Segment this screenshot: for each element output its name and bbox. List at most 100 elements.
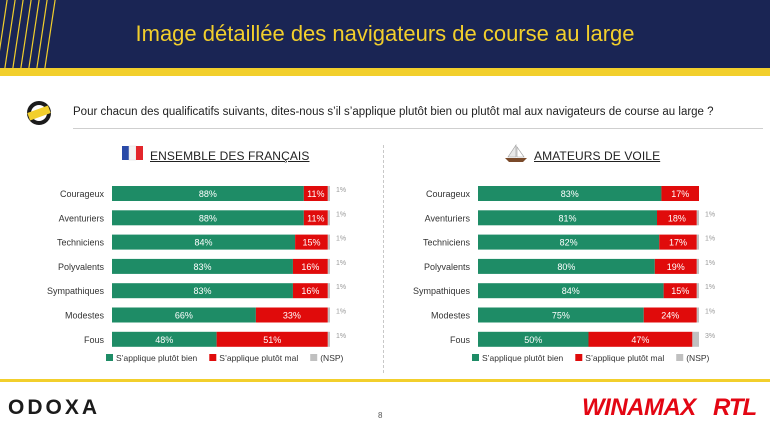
bar-nsp (327, 234, 330, 250)
bar-value-label: 84% (562, 286, 580, 296)
bar-value-label: 81% (558, 213, 576, 223)
bar-value-label: 66% (175, 311, 193, 321)
legend-label: S’applique plutôt bien (482, 353, 564, 363)
bar-bien (112, 307, 256, 323)
bar-bien (478, 307, 644, 323)
panel-divider (383, 145, 384, 373)
bar-mal (657, 210, 697, 226)
category-label: Techniciens (57, 238, 105, 248)
bar-nsp (696, 307, 699, 323)
bar-mal (292, 283, 328, 299)
nsp-value-label: 1% (336, 284, 346, 291)
bar-mal (643, 307, 697, 323)
bar-nsp (696, 210, 699, 226)
bar-nsp (327, 331, 330, 347)
bar-value-label: 83% (193, 286, 211, 296)
legend-swatch (209, 354, 217, 361)
nsp-value-label: 1% (705, 236, 715, 243)
bar-mal (588, 331, 693, 347)
legend-swatch (472, 354, 479, 361)
bar-value-label: 15% (671, 286, 689, 296)
bar-value-label: 48% (155, 335, 173, 345)
category-label: Techniciens (423, 238, 471, 248)
category-label: Modestes (65, 311, 105, 321)
legend-swatch (106, 354, 113, 361)
bar-mal (255, 307, 328, 323)
rtl-logo: RTL (713, 394, 757, 421)
bar-value-label: 84% (195, 238, 213, 248)
legend-swatch (575, 354, 583, 361)
legend-swatch (676, 354, 684, 361)
legend-swatch (310, 354, 318, 361)
nsp-value-label: 1% (336, 333, 346, 340)
bar-nsp (696, 234, 699, 250)
bar-value-label: 19% (667, 262, 685, 272)
category-label: Aventuriers (59, 213, 105, 223)
bar-value-label: 51% (263, 335, 281, 345)
nsp-value-label: 1% (336, 187, 346, 194)
bar-value-label: 11% (307, 189, 324, 199)
bar-nsp (327, 186, 330, 201)
decorative-pattern (0, 0, 56, 68)
bar-nsp (327, 283, 330, 299)
bar-value-label: 82% (560, 238, 578, 248)
category-label: Modestes (431, 311, 471, 321)
category-label: Sympathiques (47, 286, 105, 296)
bar-mal (659, 234, 697, 250)
bar-value-label: 88% (199, 189, 217, 199)
chart-ensemble: Courageux 88% 11% 1% Aventuriers 88% 11% 1% Tech… (47, 186, 346, 363)
category-label: Courageux (60, 189, 105, 199)
category-label: Sympathiques (413, 286, 471, 296)
bar-nsp (327, 258, 330, 274)
bar-value-label: 17% (669, 238, 687, 248)
category-label: Polyvalents (424, 262, 471, 272)
bar-value-label: 83% (193, 262, 211, 272)
france-flag-icon (122, 145, 143, 161)
category-label: Courageux (426, 189, 471, 199)
bar-mal (303, 186, 328, 201)
footer-accent-line (0, 379, 770, 382)
bar-bien (478, 186, 662, 201)
category-label: Fous (84, 335, 105, 345)
legend-label: S’applique plutôt bien (116, 353, 198, 363)
bar-mal (654, 258, 697, 274)
bar-nsp (696, 283, 699, 299)
header-accent-line (0, 68, 770, 76)
bar-nsp (327, 210, 330, 226)
bar-mal (295, 234, 328, 250)
bar-bien (112, 258, 293, 274)
bar-value-label: 18% (668, 213, 686, 223)
bar-value-label: 83% (561, 189, 579, 199)
bar-value-label: 47% (631, 335, 649, 345)
bar-mal (303, 210, 328, 226)
question-rule (73, 128, 763, 129)
legend-label: (NSP) (320, 353, 343, 363)
legend-label: S’applique plutôt mal (219, 353, 298, 363)
bar-value-label: 80% (557, 262, 575, 272)
bar-mal (663, 283, 697, 299)
category-label: Polyvalents (58, 262, 105, 272)
bar-mal (292, 258, 328, 274)
chart-amateurs: Courageux 83% 17% Aventuriers 81% 18% 1% Techni… (413, 186, 715, 363)
bar-value-label: 75% (552, 311, 570, 321)
header-bar: Image détaillée des navigateurs de cours… (0, 0, 770, 68)
bar-bien (112, 283, 293, 299)
bar-bien (478, 258, 655, 274)
odoxa-logo-icon (27, 101, 51, 125)
bar-value-label: 24% (661, 311, 679, 321)
bar-bien (478, 210, 658, 226)
nsp-value-label: 1% (705, 309, 715, 316)
winamax-logo: WINAMAX (582, 394, 696, 421)
question-text: Pour chacun des qualificatifs suivants, … (73, 106, 714, 118)
legend-label: S’applique plutôt mal (585, 353, 664, 363)
bar-mal (661, 186, 699, 201)
legend-label: (NSP) (686, 353, 709, 363)
bar-bien (112, 234, 296, 250)
bar-value-label: 88% (199, 213, 217, 223)
nsp-value-label: 1% (705, 284, 715, 291)
bar-mal (216, 331, 328, 347)
bar-value-label: 16% (301, 286, 319, 296)
category-label: Aventuriers (425, 213, 471, 223)
bar-bien (112, 210, 304, 226)
bar-nsp (696, 258, 699, 274)
